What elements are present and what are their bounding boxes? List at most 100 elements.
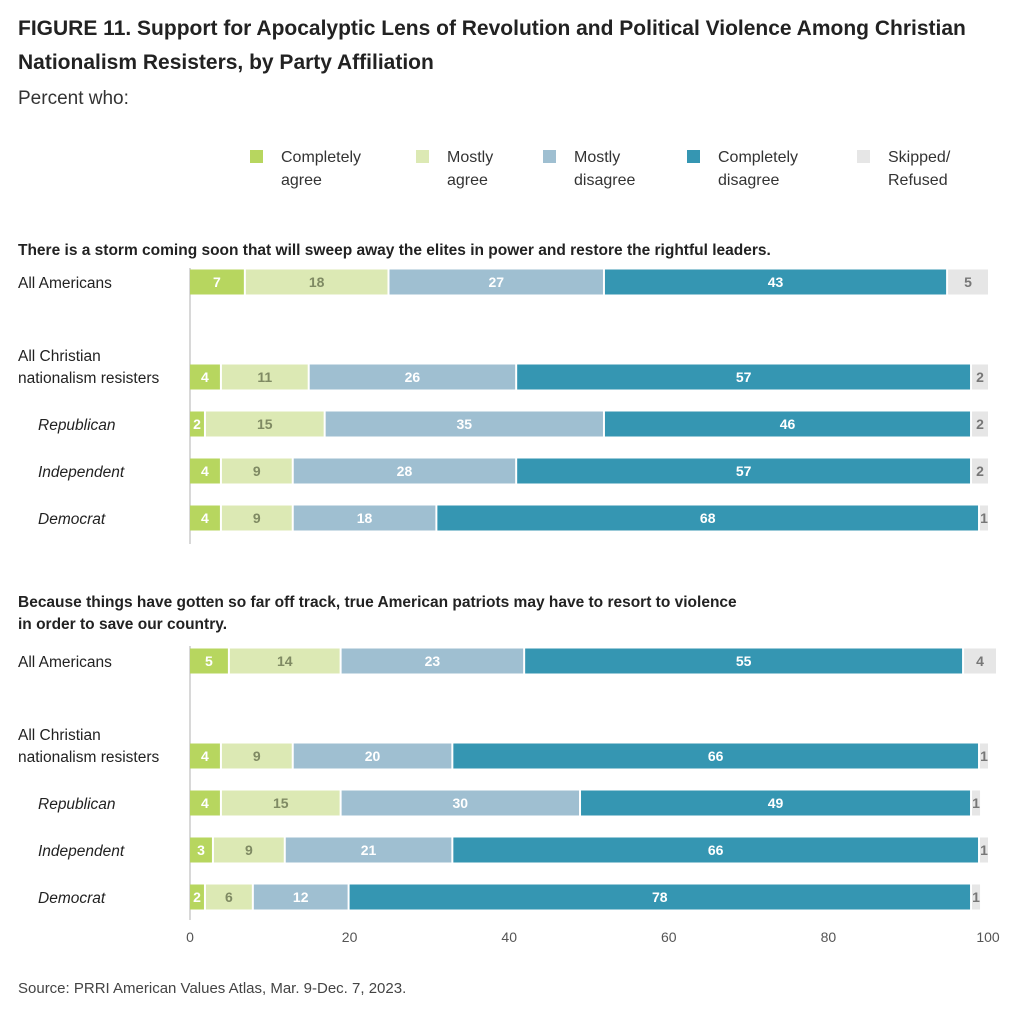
data-label: 1 <box>980 748 988 764</box>
bar-segment <box>221 790 340 816</box>
panel-question-1: Because things have gotten so far off tr… <box>18 594 737 611</box>
bar-segment <box>190 505 220 531</box>
data-label: 1 <box>972 889 980 905</box>
bar-segment <box>980 837 988 863</box>
x-tick-label: 40 <box>501 929 517 945</box>
bar-segment <box>972 458 988 484</box>
bar-segment <box>293 743 452 769</box>
data-label: 18 <box>357 510 373 526</box>
bar-segment <box>972 411 988 437</box>
row-label: nationalism resisters <box>18 749 160 766</box>
bar-segment <box>253 884 348 910</box>
row-label: All Christian <box>18 727 101 744</box>
data-label: 20 <box>365 748 381 764</box>
data-label: 43 <box>768 274 784 290</box>
row-label: nationalism resisters <box>18 370 160 387</box>
bar-segment <box>190 364 220 390</box>
bar-segment <box>205 411 324 437</box>
data-label: 78 <box>652 889 668 905</box>
bar-segment <box>453 743 979 769</box>
bar-segment <box>190 790 220 816</box>
bar-segment <box>285 837 452 863</box>
data-label: 5 <box>964 274 972 290</box>
data-label: 68 <box>700 510 716 526</box>
data-label: 4 <box>201 510 209 526</box>
bar-segment <box>980 743 988 769</box>
bar-segment <box>213 837 284 863</box>
source-note: Source: PRRI American Values Atlas, Mar.… <box>18 980 407 997</box>
x-tick-label: 60 <box>661 929 677 945</box>
data-label: 46 <box>780 416 796 432</box>
row-label: Independent <box>38 843 125 860</box>
data-label: 9 <box>245 842 253 858</box>
bar-segment <box>980 505 988 531</box>
legend-label: Skipped/ Refused <box>888 149 951 189</box>
bar-segment <box>972 884 981 910</box>
legend-swatch <box>250 150 263 163</box>
data-label: 15 <box>273 795 289 811</box>
legend-label: Completely disagree <box>718 149 799 189</box>
bar-segment <box>229 648 340 674</box>
data-label: 1 <box>980 510 988 526</box>
bar-segment <box>190 648 228 674</box>
bar-segment <box>604 269 947 295</box>
legend-label: Mostly agree <box>447 149 494 189</box>
data-label: 4 <box>201 369 209 385</box>
data-label: 4 <box>201 795 209 811</box>
data-label: 6 <box>225 889 233 905</box>
data-label: 1 <box>972 795 980 811</box>
bar-segment <box>972 790 981 816</box>
data-label: 4 <box>201 463 209 479</box>
row-label: Republican <box>38 417 116 434</box>
legend-label: Completely agree <box>281 149 362 189</box>
legend-swatch <box>857 150 870 163</box>
data-label: 2 <box>193 889 201 905</box>
row-label: All Americans <box>18 654 112 671</box>
data-label: 30 <box>453 795 469 811</box>
data-label: 35 <box>457 416 473 432</box>
bar-segment <box>245 269 388 295</box>
data-label: 15 <box>257 416 273 432</box>
bar-segment <box>205 884 252 910</box>
bar-segment <box>964 648 996 674</box>
row-label: Independent <box>38 464 125 481</box>
panel-question-0: There is a storm coming soon that will s… <box>18 242 771 259</box>
bar-segment <box>517 364 971 390</box>
data-label: 18 <box>309 274 325 290</box>
bar-segment <box>221 364 308 390</box>
bar-segment <box>325 411 603 437</box>
bar-segment <box>293 458 516 484</box>
data-label: 66 <box>708 842 724 858</box>
x-tick-label: 0 <box>186 929 194 945</box>
bar-segment <box>293 505 436 531</box>
data-label: 2 <box>976 416 984 432</box>
data-label: 2 <box>976 463 984 479</box>
data-label: 57 <box>736 369 752 385</box>
data-label: 2 <box>976 369 984 385</box>
bar-segment <box>309 364 516 390</box>
x-tick-label: 20 <box>342 929 358 945</box>
data-label: 2 <box>193 416 201 432</box>
bar-segment <box>221 743 292 769</box>
bar-segment <box>190 411 204 437</box>
figure-title: FIGURE 11. Support for Apocalyptic Lens … <box>18 17 966 74</box>
data-label: 1 <box>980 842 988 858</box>
bar-segment <box>525 648 963 674</box>
bar-segment <box>341 648 524 674</box>
bar-segment <box>190 837 212 863</box>
bar-segment <box>453 837 979 863</box>
legend-swatch <box>543 150 556 163</box>
bar-segment <box>948 269 988 295</box>
data-label: 28 <box>397 463 413 479</box>
row-label: All Americans <box>18 275 112 292</box>
data-label: 11 <box>257 369 272 385</box>
data-label: 14 <box>277 653 293 669</box>
row-label: Democrat <box>38 511 106 528</box>
bar-segment <box>517 458 971 484</box>
legend-label: Mostly disagree <box>574 149 636 189</box>
bar-segment <box>604 411 971 437</box>
data-label: 26 <box>405 369 421 385</box>
bar-segment <box>221 458 292 484</box>
legend-swatch <box>416 150 429 163</box>
bar-segment <box>349 884 971 910</box>
